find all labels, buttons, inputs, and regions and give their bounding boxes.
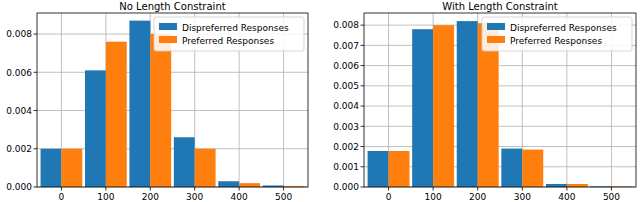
bar: [129, 21, 150, 187]
legend-label: Dispreferred Responses: [510, 23, 617, 33]
tick-label: 300: [186, 192, 203, 202]
tick: [361, 25, 365, 26]
tick-label: 0.008: [333, 20, 359, 30]
tick: [34, 72, 38, 73]
tick-label: 0.001: [333, 162, 359, 172]
tick-label: 200: [469, 192, 486, 202]
tick: [361, 166, 365, 167]
panel: 0.000 0.002 0.004 0.006 0.008 0 100 200 300 400 50…: [6, 1, 308, 202]
legend: Dispreferred Responses Preferred Response…: [154, 17, 304, 51]
tick: [361, 106, 365, 107]
tick-label: 400: [558, 192, 575, 202]
legend-box: [154, 17, 304, 51]
legend-swatch: [159, 23, 177, 30]
bar: [85, 70, 106, 187]
tick: [361, 146, 365, 147]
tick: [611, 187, 612, 191]
tick-label: 100: [97, 192, 114, 202]
tick: [239, 187, 240, 191]
tick: [34, 110, 38, 111]
tick: [61, 187, 62, 191]
tick: [361, 45, 365, 46]
tick-label: 0.003: [333, 122, 359, 132]
bar: [412, 29, 433, 187]
tick-label: 500: [275, 192, 292, 202]
bar: [457, 21, 478, 187]
legend-label: Preferred Responses: [182, 36, 274, 46]
tick: [361, 187, 365, 188]
plot-frame: [37, 13, 308, 187]
bar: [239, 183, 260, 187]
tick: [522, 187, 523, 191]
tick-label: 0.004: [6, 106, 32, 116]
bar: [567, 184, 588, 187]
bar: [61, 149, 82, 187]
tick-label: 100: [425, 192, 442, 202]
tick-label: 0.002: [6, 144, 32, 154]
bar: [501, 149, 522, 187]
title: With Length Constraint: [442, 1, 557, 12]
bar: [368, 151, 389, 187]
tick: [150, 187, 151, 191]
grid-line: [37, 110, 308, 111]
bar: [389, 151, 410, 187]
tick-label: 0.002: [333, 142, 359, 152]
tick: [388, 187, 389, 191]
bar: [41, 149, 62, 187]
bar: [150, 34, 171, 187]
legend-swatch: [487, 36, 505, 43]
legend: Dispreferred Responses Preferred Response…: [482, 17, 632, 51]
tick: [361, 85, 365, 86]
tick-label: 0.000: [333, 182, 359, 192]
tick: [477, 187, 478, 191]
grid-line: [364, 126, 636, 127]
grid-line: [364, 146, 636, 147]
tick: [194, 187, 195, 191]
bar: [522, 150, 543, 187]
tick-label: 0: [386, 192, 392, 202]
tick-label: 0.007: [333, 41, 359, 51]
tick-label: 500: [603, 192, 620, 202]
legend-swatch: [487, 23, 505, 30]
title: No Length Constraint: [119, 1, 225, 12]
tick: [566, 187, 567, 191]
grid-line: [364, 85, 636, 86]
bar: [433, 25, 454, 187]
grid-line: [364, 65, 636, 66]
bar: [106, 42, 127, 187]
bar: [174, 137, 195, 187]
bar: [195, 149, 216, 187]
grid-line: [37, 72, 308, 73]
bar: [546, 184, 567, 187]
legend-box: [482, 17, 632, 51]
tick-label: 0.006: [6, 68, 32, 78]
tick: [361, 65, 365, 66]
bar: [218, 181, 239, 187]
tick: [34, 187, 38, 188]
tick-label: 200: [142, 192, 159, 202]
tick-label: 0.006: [333, 61, 359, 71]
tick-label: 400: [231, 192, 248, 202]
tick: [433, 187, 434, 191]
tick: [34, 34, 38, 35]
tick-label: 0.004: [333, 101, 359, 111]
tick-label: 0.008: [6, 29, 32, 39]
tick: [34, 148, 38, 149]
tick-label: 0.000: [6, 182, 32, 192]
legend-label: Dispreferred Responses: [182, 23, 289, 33]
panel: 0.000 0.001 0.002 0.003 0.004 0.005 0.006 0.007…: [333, 1, 636, 202]
legend-swatch: [159, 36, 177, 43]
grid-line: [364, 106, 636, 107]
tick: [105, 187, 106, 191]
tick-label: 0: [59, 192, 65, 202]
tick-label: 0.005: [333, 81, 359, 91]
legend-label: Preferred Responses: [510, 36, 602, 46]
plot-frame: [364, 13, 636, 187]
tick-label: 300: [514, 192, 531, 202]
figure: 0.000 0.002 0.004 0.006 0.008 0 100 200 300 400 50…: [0, 0, 640, 202]
tick: [283, 187, 284, 191]
tick: [361, 126, 365, 127]
